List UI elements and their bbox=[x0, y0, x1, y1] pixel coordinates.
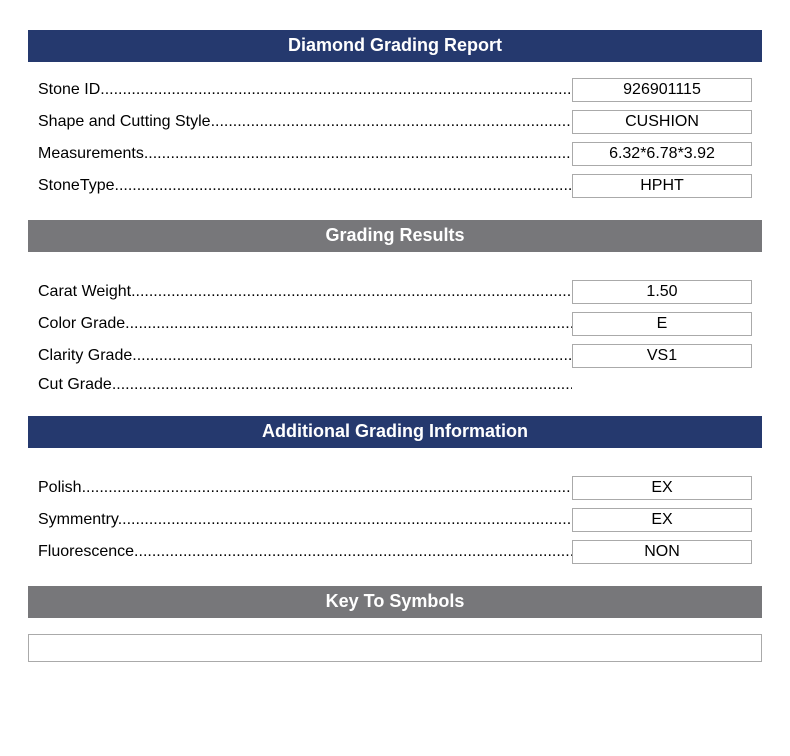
row-measurements: Measurements 6.32*6.78*3.92 bbox=[38, 142, 752, 166]
report-container: Diamond Grading Report Stone ID 92690111… bbox=[0, 0, 790, 682]
row-symmetry: Symmentry EX bbox=[38, 508, 752, 532]
label-symmetry: Symmentry bbox=[38, 511, 572, 529]
label-text: Carat Weight bbox=[38, 283, 131, 300]
row-stonetype: StoneType HPHT bbox=[38, 174, 752, 198]
label-text: Symmentry bbox=[38, 511, 118, 528]
value-color: E bbox=[572, 312, 752, 336]
label-text: Color Grade bbox=[38, 315, 125, 332]
additional-header-title: Additional Grading Information bbox=[262, 421, 528, 441]
symbols-header: Key To Symbols bbox=[28, 586, 762, 618]
grading-header: Grading Results bbox=[28, 220, 762, 252]
label-measurements: Measurements bbox=[38, 145, 572, 163]
label-text: Shape and Cutting Style bbox=[38, 113, 211, 130]
main-section: Stone ID 926901115 Shape and Cutting Sty… bbox=[28, 78, 762, 220]
label-text: Fluorescence bbox=[38, 543, 134, 560]
label-color: Color Grade bbox=[38, 315, 572, 333]
additional-header: Additional Grading Information bbox=[28, 416, 762, 448]
value-polish: EX bbox=[572, 476, 752, 500]
label-cut: Cut Grade bbox=[38, 376, 572, 394]
row-shape: Shape and Cutting Style CUSHION bbox=[38, 110, 752, 134]
row-fluorescence: Fluorescence NON bbox=[38, 540, 752, 564]
value-clarity: VS1 bbox=[572, 344, 752, 368]
row-carat: Carat Weight 1.50 bbox=[38, 280, 752, 304]
label-fluorescence: Fluorescence bbox=[38, 543, 572, 561]
row-cut: Cut Grade bbox=[38, 376, 752, 394]
value-stonetype: HPHT bbox=[572, 174, 752, 198]
row-polish: Polish EX bbox=[38, 476, 752, 500]
value-measurements: 6.32*6.78*3.92 bbox=[572, 142, 752, 166]
grading-header-title: Grading Results bbox=[325, 225, 464, 245]
main-header-title: Diamond Grading Report bbox=[288, 35, 502, 55]
label-shape: Shape and Cutting Style bbox=[38, 113, 572, 131]
symbols-header-title: Key To Symbols bbox=[326, 591, 465, 611]
label-text: Stone ID bbox=[38, 81, 100, 98]
main-header: Diamond Grading Report bbox=[28, 30, 762, 62]
label-text: Measurements bbox=[38, 145, 144, 162]
label-stone-id: Stone ID bbox=[38, 81, 572, 99]
label-text: StoneType bbox=[38, 177, 115, 194]
value-fluorescence: NON bbox=[572, 540, 752, 564]
label-text: Polish bbox=[38, 479, 82, 496]
label-text: Cut Grade bbox=[38, 376, 112, 393]
label-stonetype: StoneType bbox=[38, 177, 572, 195]
value-shape: CUSHION bbox=[572, 110, 752, 134]
symbols-box bbox=[28, 634, 762, 662]
grading-section: Carat Weight 1.50 Color Grade E Clarity … bbox=[28, 280, 762, 416]
value-carat: 1.50 bbox=[572, 280, 752, 304]
row-color: Color Grade E bbox=[38, 312, 752, 336]
value-symmetry: EX bbox=[572, 508, 752, 532]
row-stone-id: Stone ID 926901115 bbox=[38, 78, 752, 102]
label-carat: Carat Weight bbox=[38, 283, 572, 301]
label-clarity: Clarity Grade bbox=[38, 347, 572, 365]
value-stone-id: 926901115 bbox=[572, 78, 752, 102]
additional-section: Polish EX Symmentry EX Fluorescence NON bbox=[28, 476, 762, 586]
label-polish: Polish bbox=[38, 479, 572, 497]
row-clarity: Clarity Grade VS1 bbox=[38, 344, 752, 368]
label-text: Clarity Grade bbox=[38, 347, 132, 364]
